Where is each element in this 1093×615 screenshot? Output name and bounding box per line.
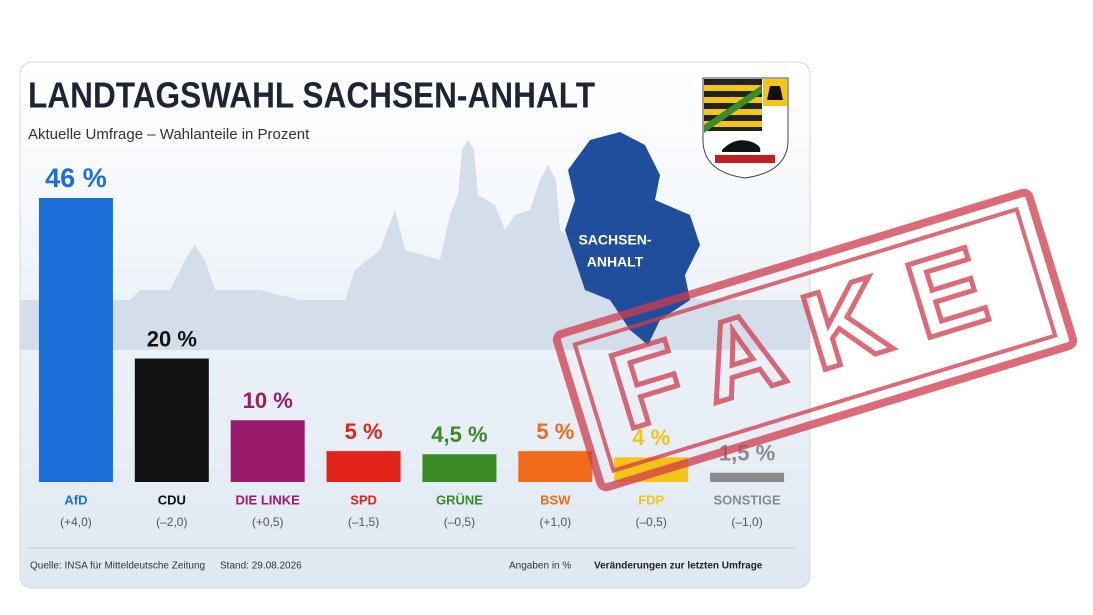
date: Stand: 29.08.2026: [220, 561, 302, 572]
bar: [326, 451, 401, 482]
change-label: (–0,5): [444, 515, 475, 529]
x-tick-label: AfD: [64, 492, 87, 507]
value-label: 46 %: [45, 163, 107, 193]
change-label: (–2,0): [156, 515, 187, 529]
x-tick-label: CDU: [158, 492, 186, 507]
value-label: 5 %: [536, 419, 574, 444]
change-label: (+4,0): [60, 515, 92, 529]
x-tick-label: SONSTIGE: [713, 492, 781, 507]
coat-of-arms: [702, 77, 789, 179]
chart-title: LANDTAGSWAHL SACHSEN-ANHALT: [28, 75, 595, 116]
value-label: 20 %: [147, 326, 197, 351]
x-tick-label: GRÜNE: [436, 492, 483, 507]
x-tick-label: BSW: [540, 492, 571, 507]
value-label: 5 %: [345, 419, 383, 444]
map-label: SACHSEN-: [578, 232, 651, 248]
change-label: (–1,5): [348, 515, 379, 529]
value-label: 4 %: [632, 425, 670, 450]
change-note: Veränderungen zur letzten Umfrage: [594, 561, 763, 572]
bar: [134, 358, 209, 482]
bar: [230, 420, 305, 482]
bar: [518, 451, 593, 482]
unit-note: Angaben in %: [509, 561, 571, 572]
source: Quelle: INSA für Mitteldeutsche Zeitung: [30, 561, 205, 572]
value-label: 10 %: [243, 388, 293, 413]
chart-subtitle: Aktuelle Umfrage – Wahlanteile in Prozen…: [28, 126, 310, 143]
map-label: ANHALT: [587, 254, 644, 270]
bar: [38, 198, 113, 482]
bar: [422, 454, 497, 482]
map-shape: [565, 132, 700, 345]
x-tick-label: DIE LINKE: [236, 492, 301, 507]
value-label: 4,5 %: [431, 422, 487, 447]
change-label: (+1,0): [539, 515, 571, 529]
x-tick-label: FDP: [638, 492, 664, 507]
change-label: (+0,5): [252, 515, 284, 529]
change-label: (–1,0): [731, 515, 762, 529]
bars: 46 % AfD (+4,0) 20 % CDU (–2,0) 10 % DIE LINKE (…: [38, 163, 785, 529]
x-tick-label: SPD: [350, 492, 377, 507]
bar: [710, 472, 785, 482]
change-label: (–0,5): [636, 515, 667, 529]
